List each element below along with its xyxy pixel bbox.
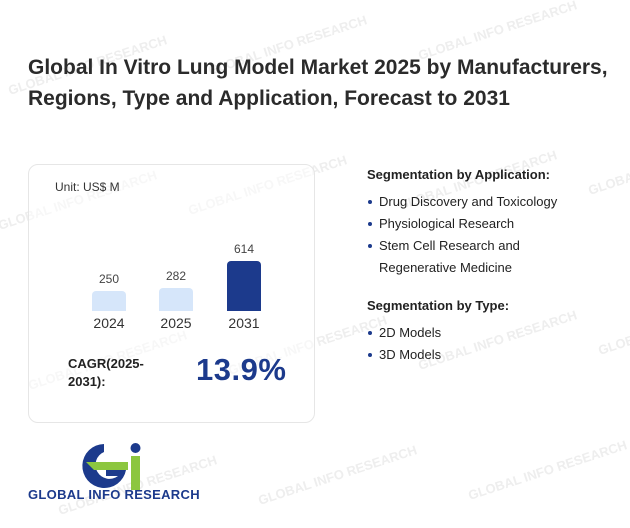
type-segment-list: 2D Models 3D Models <box>367 322 599 366</box>
application-segment-heading: Segmentation by Application: <box>367 167 550 182</box>
bar-2031 <box>227 261 261 311</box>
watermark-text: GLOBAL INFO RESEARCH <box>586 132 630 198</box>
watermark-text: GLOBAL INFO RESEARCH <box>596 292 630 358</box>
cagr-label: CAGR(2025-2031): <box>68 356 144 389</box>
type-segment-heading: Segmentation by Type: <box>367 298 510 313</box>
type-item: 2D Models <box>367 322 599 344</box>
watermark-text: GLOBAL INFO RESEARCH <box>256 442 418 508</box>
x-tick-label: 2025 <box>160 315 192 331</box>
cagr-value: 13.9% <box>196 352 287 387</box>
x-tick-label: 2031 <box>228 315 260 331</box>
bar-value-label: 250 <box>98 272 120 286</box>
bar-2024 <box>92 291 126 311</box>
chart-unit-label: Unit: US$ M <box>55 180 120 194</box>
x-tick-label: 2024 <box>93 315 125 331</box>
application-item: Stem Cell Research and Regenerative Medi… <box>367 235 554 279</box>
application-item: Drug Discovery and Toxicology <box>367 191 599 213</box>
application-item: Physiological Research <box>367 213 599 235</box>
bar-value-label: 282 <box>165 269 187 283</box>
type-item: 3D Models <box>367 344 599 366</box>
page-title: Global In Vitro Lung Model Market 2025 b… <box>28 56 608 110</box>
company-logo-icon <box>82 443 141 490</box>
application-segment-list: Drug Discovery and Toxicology Physiologi… <box>367 191 599 279</box>
company-logo-text: GLOBAL INFO RESEARCH <box>28 487 200 502</box>
watermark-text: GLOBAL INFO RESEARCH <box>466 437 628 503</box>
bar-2025 <box>159 288 193 311</box>
bar-value-label: 614 <box>233 242 255 256</box>
